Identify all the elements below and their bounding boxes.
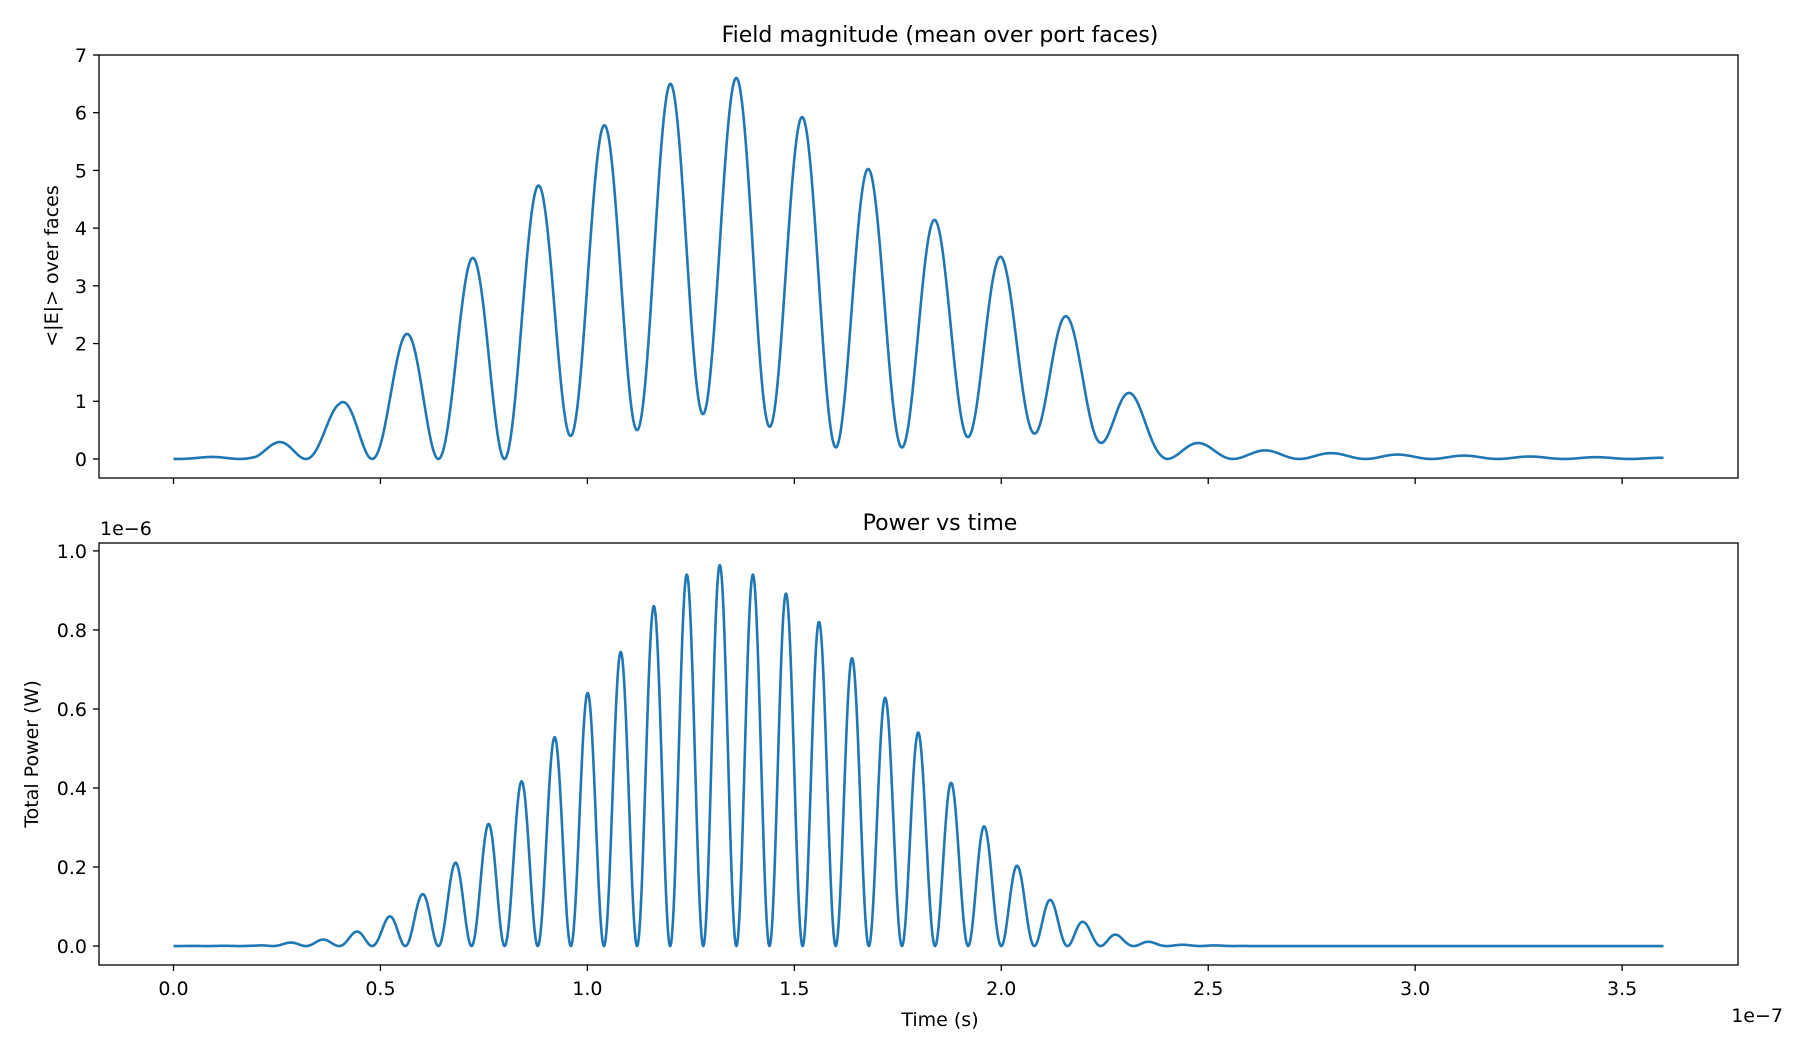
bottom-x-tick-label-3: 1.5 bbox=[779, 978, 809, 1000]
bottom-axes-frame bbox=[98, 542, 1739, 966]
bottom-title: Power vs time bbox=[863, 511, 1018, 536]
bottom-y-tick-label-2: 0.4 bbox=[57, 778, 87, 800]
top-y-tick-label-0: 0 bbox=[75, 449, 87, 471]
bottom-y-tick-label-1: 0.2 bbox=[57, 857, 87, 879]
top-field-magnitude-series-line bbox=[172, 76, 1665, 461]
bottom-x-tick-label-1: 0.5 bbox=[365, 978, 395, 1000]
top-panel: Field magnitude (mean over port faces) 0… bbox=[41, 23, 1739, 484]
bottom-y-tick-label-3: 0.6 bbox=[57, 699, 87, 721]
bottom-x-tick-label-5: 2.5 bbox=[1193, 978, 1223, 1000]
top-plot-layer bbox=[172, 76, 1665, 461]
top-y-tick-label-5: 5 bbox=[75, 160, 87, 182]
bottom-x-ticks: 0.0 0.5 1.0 1.5 2.0 2.5 3.0 3.5 bbox=[158, 965, 1637, 1000]
top-ylabel: <|E|> over faces bbox=[41, 185, 63, 346]
bottom-x-tick-label-6: 3.0 bbox=[1400, 978, 1430, 1000]
bottom-x-tick-label-0: 0.0 bbox=[158, 978, 188, 1000]
top-y-tick-label-6: 6 bbox=[75, 103, 87, 125]
top-y-tick-label-4: 4 bbox=[75, 218, 87, 240]
top-title: Field magnitude (mean over port faces) bbox=[722, 23, 1159, 48]
bottom-xlabel: Time (s) bbox=[900, 1009, 978, 1031]
bottom-plot-layer bbox=[172, 563, 1665, 948]
top-x-ticks bbox=[172, 478, 1623, 484]
bottom-panel: Power vs time 0.0 0.5 1.0 1.5 2.0 2.5 3.0 3.5 0… bbox=[21, 511, 1783, 1031]
top-y-tick-label-3: 3 bbox=[75, 276, 87, 298]
top-y-tick-label-7: 7 bbox=[75, 45, 87, 67]
bottom-power-series-line bbox=[172, 563, 1665, 948]
top-y-tick-label-1: 1 bbox=[75, 391, 87, 413]
top-axes-frame bbox=[98, 54, 1739, 479]
top-y-tick-label-2: 2 bbox=[75, 334, 87, 356]
bottom-ylabel: Total Power (W) bbox=[21, 680, 43, 829]
bottom-y-tick-label-4: 0.8 bbox=[57, 620, 87, 642]
bottom-y-offset-label: 1e−6 bbox=[100, 518, 152, 540]
bottom-y-tick-label-5: 1.0 bbox=[57, 541, 87, 563]
bottom-x-tick-label-2: 1.0 bbox=[572, 978, 602, 1000]
bottom-y-ticks: 0.0 0.2 0.4 0.6 0.8 1.0 bbox=[57, 541, 99, 958]
bottom-x-offset-label: 1e−7 bbox=[1731, 1005, 1783, 1027]
top-y-ticks: 0 1 2 3 4 5 6 7 bbox=[75, 45, 99, 471]
bottom-y-tick-label-0: 0.0 bbox=[57, 936, 87, 958]
bottom-x-tick-label-7: 3.5 bbox=[1607, 978, 1637, 1000]
bottom-x-tick-label-4: 2.0 bbox=[986, 978, 1016, 1000]
